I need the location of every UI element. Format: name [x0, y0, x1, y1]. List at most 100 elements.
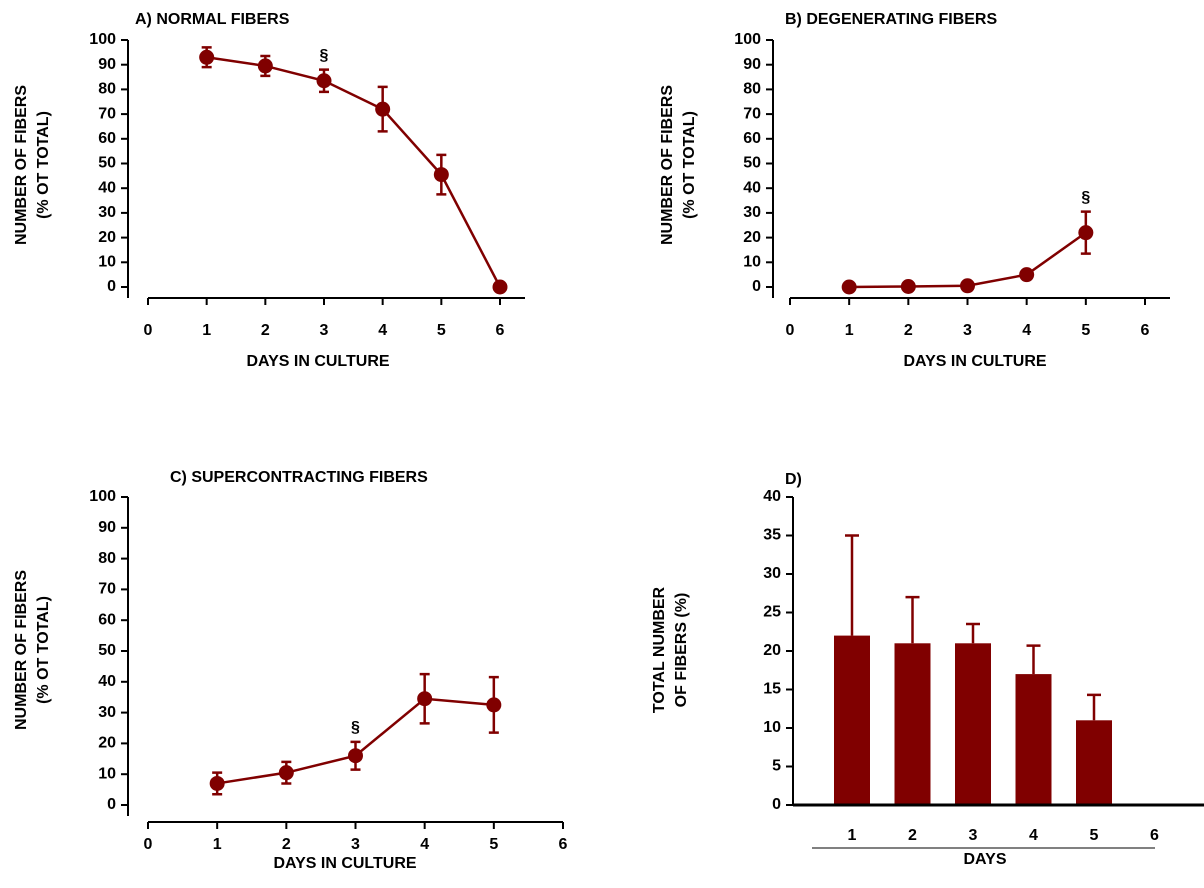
x-tick-label: 3 — [963, 322, 972, 339]
y-tick-label: 10 — [763, 719, 781, 736]
x-tick-label: 6 — [496, 322, 505, 339]
y-tick-label: 15 — [763, 681, 781, 698]
x-tick-label: 1 — [845, 322, 854, 339]
panel-title: B) DEGENERATING FIBERS — [785, 11, 997, 28]
y-tick-label: 0 — [107, 796, 116, 813]
error-bar — [1026, 644, 1041, 675]
x-tick-label: 5 — [1081, 322, 1090, 339]
x-tick-label: 1 — [202, 322, 211, 339]
y-axis-label: TOTAL NUMBER — [651, 586, 668, 713]
bar — [955, 643, 991, 805]
x-tick-label: 5 — [1090, 827, 1099, 844]
x-tick-label: 0 — [144, 836, 153, 853]
y-tick-label: 10 — [743, 254, 761, 271]
data-line — [206, 56, 502, 288]
y-tick-label: 40 — [98, 673, 116, 690]
y-tick-label: 25 — [763, 604, 781, 621]
y-tick-label: 80 — [98, 81, 116, 98]
y-tick-label: 90 — [98, 56, 116, 73]
annotation: § — [320, 47, 329, 64]
y-tick-label: 40 — [743, 179, 761, 196]
annotation: § — [351, 719, 360, 736]
x-axis-label: DAYS IN CULTURE — [246, 353, 389, 370]
y-tick-label: 70 — [98, 105, 116, 122]
data-point — [278, 765, 294, 781]
data-point — [900, 279, 916, 295]
y-tick-label: 35 — [763, 527, 781, 544]
y-tick-label: 100 — [89, 31, 116, 48]
data-point — [209, 775, 225, 791]
y-tick-label: 50 — [98, 155, 116, 172]
y-tick-label: 60 — [98, 130, 116, 147]
x-tick-label: 4 — [420, 836, 429, 853]
y-axis-label: OF FIBERS (%) — [673, 593, 690, 708]
data-point — [486, 697, 502, 713]
data-point — [960, 278, 975, 294]
data-point — [199, 49, 215, 65]
y-axis-label: NUMBER OF FIBERS — [13, 85, 30, 245]
data-point — [375, 101, 391, 117]
y-tick-label: 5 — [772, 758, 781, 775]
x-axis-label: DAYS — [964, 851, 1007, 868]
y-tick-label: 30 — [98, 204, 116, 221]
x-tick-label: 5 — [437, 322, 446, 339]
y-tick-label: 0 — [772, 796, 781, 813]
x-tick-label: 0 — [786, 322, 795, 339]
y-axis-label: (% OT TOTAL) — [35, 596, 52, 704]
error-bar — [905, 595, 920, 644]
y-tick-label: 50 — [98, 642, 116, 659]
y-tick-label: 20 — [743, 229, 761, 246]
x-tick-label: 4 — [1029, 827, 1038, 844]
x-tick-label: 6 — [559, 836, 568, 853]
annotation: § — [1081, 189, 1090, 206]
x-tick-label: 2 — [261, 322, 270, 339]
x-tick-label: 2 — [908, 827, 917, 844]
y-tick-label: 0 — [107, 278, 116, 295]
y-tick-label: 90 — [743, 56, 761, 73]
y-tick-label: 70 — [98, 581, 116, 598]
bar — [1015, 674, 1052, 805]
data-point — [1078, 225, 1094, 241]
error-bar — [1087, 693, 1101, 721]
y-tick-label: 40 — [98, 179, 116, 196]
y-axis-label: NUMBER OF FIBERS — [659, 85, 676, 245]
data-point — [841, 279, 857, 295]
data-point — [1019, 267, 1035, 283]
y-axis-label: (% OT TOTAL) — [35, 111, 52, 219]
y-tick-label: 40 — [763, 488, 781, 505]
y-tick-label: 10 — [98, 765, 116, 782]
x-tick-label: 4 — [378, 322, 387, 339]
data-point — [492, 279, 508, 295]
bar — [894, 643, 931, 805]
x-axis-label: DAYS IN CULTURE — [273, 855, 416, 872]
y-tick-label: 30 — [763, 565, 781, 582]
x-tick-label: 3 — [351, 836, 360, 853]
x-tick-label: 1 — [213, 836, 222, 853]
x-tick-label: 6 — [1150, 827, 1159, 844]
panel-title: A) NORMAL FIBERS — [135, 11, 290, 28]
y-tick-label: 30 — [98, 704, 116, 721]
y-tick-label: 100 — [734, 31, 761, 48]
y-axis-label: (% OT TOTAL) — [681, 111, 698, 219]
x-tick-label: 2 — [282, 836, 291, 853]
error-bar — [966, 622, 980, 644]
y-tick-label: 50 — [743, 155, 761, 172]
y-tick-label: 90 — [98, 519, 116, 536]
x-tick-label: 6 — [1141, 322, 1150, 339]
bar — [834, 635, 870, 805]
panel-title: C) SUPERCONTRACTING FIBERS — [170, 469, 428, 486]
x-tick-label: 5 — [489, 836, 498, 853]
x-tick-label: 2 — [904, 322, 913, 339]
y-tick-label: 60 — [743, 130, 761, 147]
y-tick-label: 100 — [89, 488, 116, 505]
data-point — [348, 748, 363, 764]
y-tick-label: 80 — [98, 550, 116, 567]
y-tick-label: 20 — [98, 735, 116, 752]
x-tick-label: 0 — [144, 322, 153, 339]
y-axis-label: NUMBER OF FIBERS — [13, 570, 30, 730]
x-tick-label: 3 — [320, 322, 329, 339]
x-axis-label: DAYS IN CULTURE — [903, 353, 1046, 370]
data-point — [417, 691, 433, 707]
panel-title: D) — [785, 471, 802, 488]
